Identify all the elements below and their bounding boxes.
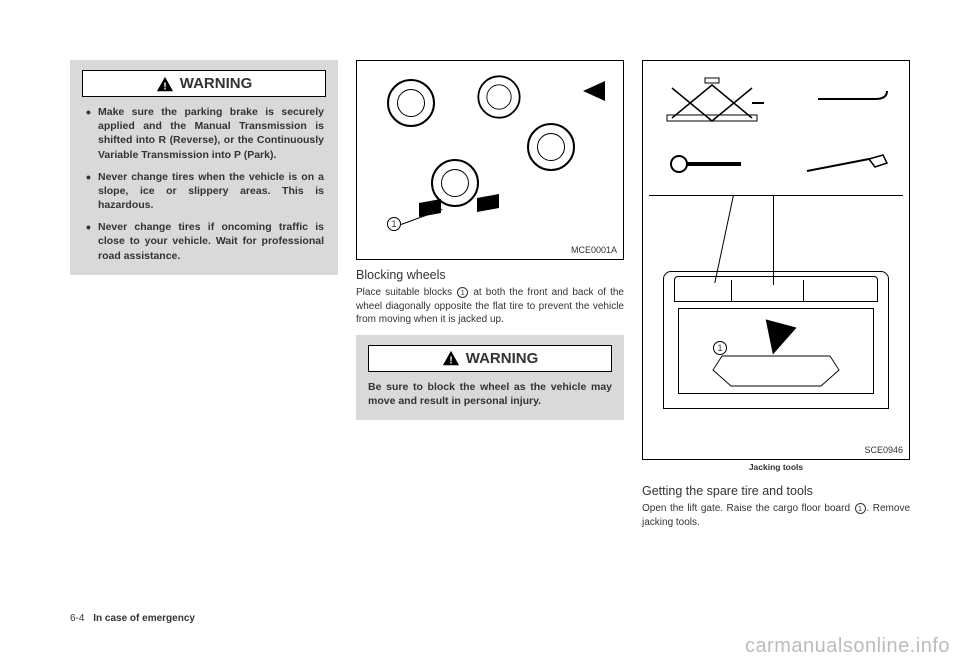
warning-text: Be sure to block the wheel as the vehicl… [368, 380, 612, 408]
callout-one: 1 [713, 341, 727, 355]
figure-code: SCE0946 [864, 445, 903, 455]
warning-item: Never change tires when the vehicle is o… [84, 170, 324, 213]
warning-heading: ! WARNING [368, 345, 612, 372]
figure-blocking-wheels: 1 MCE0001A [356, 60, 624, 260]
warning-item: Never change tires if oncoming traffic i… [84, 220, 324, 263]
figure-caption: Jacking tools [642, 462, 910, 472]
subheading-spare: Getting the spare tire and tools [642, 484, 910, 498]
warning-icon: ! [442, 350, 460, 366]
svg-text:!: ! [163, 81, 166, 92]
column-left: ! WARNING Make sure the parking brake is… [70, 60, 338, 537]
text-fragment: Place suitable blocks [356, 287, 456, 298]
callout-one-inline: 1 [457, 287, 468, 298]
subheading-blocking: Blocking wheels [356, 268, 624, 282]
warning-box-parking: ! WARNING Make sure the parking brake is… [70, 60, 338, 275]
figure-code: MCE0001A [571, 245, 617, 255]
warning-box-block: ! WARNING Be sure to block the wheel as … [356, 335, 624, 420]
figure-jacking-tools: 1 SCE0946 [642, 60, 910, 460]
warning-list: Make sure the parking brake is securely … [82, 105, 326, 263]
warning-heading: ! WARNING [82, 70, 326, 97]
warning-title: WARNING [180, 75, 253, 92]
callout-one-inline: 1 [855, 503, 866, 514]
body-blocking: Place suitable blocks 1 at both the fron… [356, 286, 624, 327]
warning-icon: ! [156, 76, 174, 92]
warning-item: Make sure the parking brake is securely … [84, 105, 324, 162]
callout-one: 1 [387, 217, 401, 231]
warning-title: WARNING [466, 350, 539, 367]
body-spare: Open the lift gate. Raise the cargo floo… [642, 502, 910, 529]
page-number: 6-4 [70, 613, 84, 624]
column-middle: 1 MCE0001A Blocking wheels Place suitabl… [356, 60, 624, 537]
section-title: In case of emergency [93, 613, 195, 624]
svg-text:!: ! [449, 355, 452, 366]
text-fragment: Open the lift gate. Raise the cargo floo… [642, 503, 854, 514]
watermark: carmanualsonline.info [745, 635, 950, 658]
column-right: 1 SCE0946 Jacking tools Getting the spar… [642, 60, 910, 537]
page-footer: 6-4 In case of emergency [70, 613, 195, 624]
